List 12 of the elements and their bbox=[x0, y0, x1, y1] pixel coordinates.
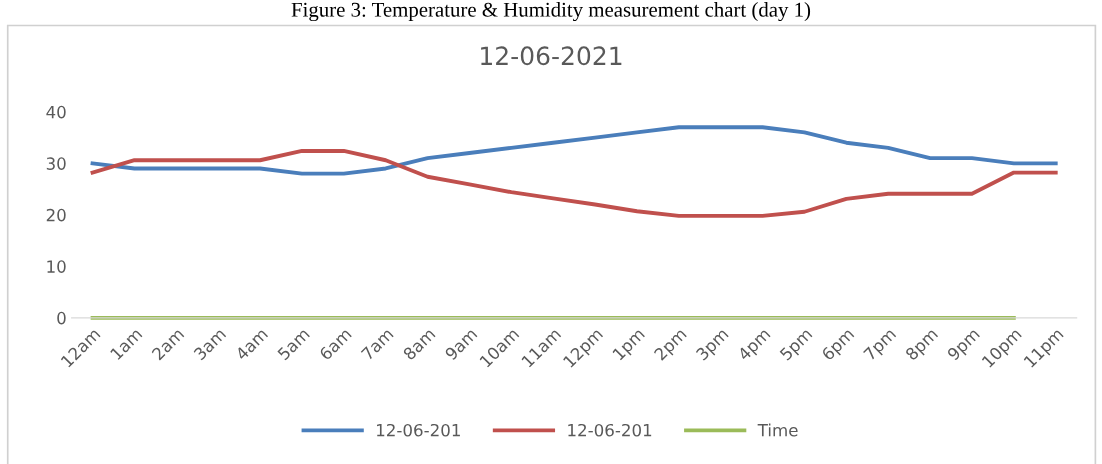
y-tick-label: 0 bbox=[57, 311, 66, 325]
line-series bbox=[90, 125, 1058, 176]
y-tick-label: 10 bbox=[47, 260, 66, 273]
chart-title: 12-06-2021 bbox=[481, 46, 622, 66]
legend-label: 12-06-201 bbox=[377, 423, 460, 437]
line-series bbox=[90, 149, 1058, 218]
caption: Figure 3: Temperature & Humidity measurement chart (day 1) bbox=[291, 2, 811, 22]
legend-label: 12-06-201 bbox=[568, 423, 652, 437]
legend-label: Time bbox=[757, 423, 798, 437]
y-tick-label: 20 bbox=[46, 208, 66, 222]
y-tick-label: 30 bbox=[46, 157, 66, 170]
y-tick-label: 40 bbox=[46, 105, 66, 119]
